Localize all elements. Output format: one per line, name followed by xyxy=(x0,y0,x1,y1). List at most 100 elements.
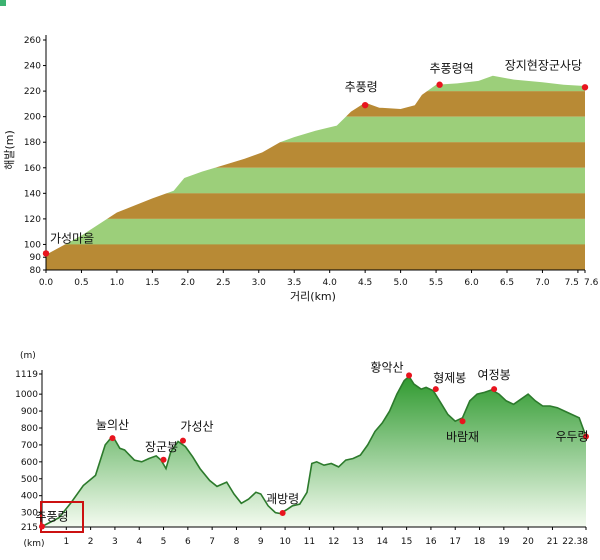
x-tick-label: 5.5 xyxy=(429,278,443,288)
x-tick-label: 1.5 xyxy=(145,278,159,288)
y-tick-label: 300 xyxy=(21,509,38,519)
y-tick-label: 140 xyxy=(24,189,41,199)
x-tick-label: 7.0 xyxy=(535,278,550,288)
x-tick-label: 0.5 xyxy=(74,278,88,288)
x-tick-label: 11 xyxy=(304,537,315,547)
x-tick-label: 15 xyxy=(401,537,412,547)
x-tick-label: 20 xyxy=(522,537,534,547)
x-tick-label: 2.5 xyxy=(216,278,230,288)
chart-bottom-x-axis-unit: (km) xyxy=(23,539,44,549)
x-tick-label: 13 xyxy=(352,537,363,547)
location-point xyxy=(436,81,443,88)
y-tick-label: 1000 xyxy=(15,390,38,400)
x-tick-label: 4.5 xyxy=(358,278,372,288)
x-tick-label: 6.0 xyxy=(464,278,479,288)
x-tick-label: 6 xyxy=(185,537,191,547)
peak-label: 괘방령 xyxy=(266,492,299,506)
y-tick-label: 220 xyxy=(24,87,41,97)
y-tick-label: 90 xyxy=(30,253,42,263)
chart-top-x-axis-label: 거리(km) xyxy=(290,290,336,303)
peak-point xyxy=(39,523,45,530)
x-tick-label: 3.0 xyxy=(252,278,267,288)
area-band xyxy=(46,218,585,245)
chart-bottom-y-axis-unit: (m) xyxy=(20,351,36,361)
y-tick-label: 900 xyxy=(21,407,38,417)
x-tick-label: 3 xyxy=(112,537,118,547)
x-tick-label: 3.5 xyxy=(287,278,301,288)
x-tick-label: 2 xyxy=(88,537,94,547)
x-tick-label: 5 xyxy=(161,537,167,547)
y-tick-label: 400 xyxy=(21,492,38,502)
y-tick-label: 700 xyxy=(21,441,38,451)
y-tick-label: 100 xyxy=(24,240,41,250)
y-tick-label: 120 xyxy=(24,215,41,225)
y-tick-label: 160 xyxy=(24,164,41,174)
peak-label: 황악산 xyxy=(370,360,403,374)
chart-bottom-area xyxy=(42,376,586,527)
x-tick-label: 2.0 xyxy=(181,278,196,288)
peak-label: 우두령 xyxy=(555,429,588,443)
x-tick-label: 4.0 xyxy=(323,278,338,288)
peak-point xyxy=(406,372,413,379)
y-tick-label: 240 xyxy=(24,62,41,72)
y-tick-label: 215 xyxy=(21,523,38,533)
x-tick-label: 9 xyxy=(258,537,264,547)
area-band xyxy=(46,116,585,143)
peak-point xyxy=(432,386,439,393)
corner-accent-mark xyxy=(0,0,6,6)
x-tick-label: 1 xyxy=(63,537,69,547)
area-band xyxy=(46,142,585,168)
peak-point xyxy=(109,435,116,442)
peak-point xyxy=(160,456,167,463)
x-tick-label: 4 xyxy=(136,537,142,547)
x-tick-label: 1.0 xyxy=(110,278,125,288)
peak-label: 가성산 xyxy=(180,420,213,434)
peak-point xyxy=(279,509,286,516)
y-tick-label: 1119 xyxy=(15,370,38,380)
peak-point xyxy=(491,386,498,393)
peak-label: 추풍령 xyxy=(35,509,68,523)
x-tick-label: 5.0 xyxy=(393,278,408,288)
y-tick-label: 500 xyxy=(21,475,38,485)
y-tick-label: 180 xyxy=(24,138,41,148)
peak-point xyxy=(459,418,466,425)
peak-point xyxy=(583,433,589,440)
chart-bottom-y-ticks: 215 300 400 500 600 700 800 900 1000 1119 xyxy=(15,370,42,533)
area-band xyxy=(46,193,585,219)
chart-top-points: 가성마을 추풍령 추풍령역 장지현장군사당 xyxy=(42,58,589,257)
x-tick-label: 18 xyxy=(474,537,486,547)
chart-bottom-profile-line xyxy=(41,375,587,528)
chart-top-y-ticks: 80 90 100 120 140 160 180 200 220 240 260 xyxy=(24,36,46,276)
start-highlight-box xyxy=(40,501,84,533)
x-tick-label: 7.5 xyxy=(565,278,579,288)
x-tick-label: 17 xyxy=(449,537,460,547)
location-label: 추풍령 xyxy=(345,80,378,94)
location-label: 추풍령역 xyxy=(430,62,474,76)
chart-top-x-ticks: 0.0 0.5 1.0 1.5 2.0 2.5 3.0 3.5 4.0 4.5 5.0 5.5 6.0 6… xyxy=(39,270,599,288)
x-tick-label: 0.0 xyxy=(39,278,54,288)
x-tick-label: 14 xyxy=(377,537,389,547)
location-label: 가성마을 xyxy=(50,231,94,245)
peak-label: 바람재 xyxy=(446,430,479,444)
chart-top-elevation: 80 90 100 120 140 160 180 200 220 240 260 0.0 0.5 1.… xyxy=(2,35,599,303)
peak-label: 눌의산 xyxy=(96,418,129,432)
x-tick-label: 6.5 xyxy=(500,278,514,288)
y-tick-label: 260 xyxy=(24,36,41,46)
location-point xyxy=(361,101,369,109)
peak-label: 형제봉 xyxy=(433,371,466,385)
peak-label: 여정봉 xyxy=(478,368,511,382)
location-point xyxy=(581,84,589,91)
location-label: 장지현장군사당 xyxy=(505,58,582,72)
chart-top-y-axis-label: 해발(m) xyxy=(2,130,16,170)
x-tick-label: 12 xyxy=(328,537,339,547)
x-tick-label: 19 xyxy=(498,537,510,547)
y-tick-label: 800 xyxy=(21,424,38,434)
x-tick-label: 10 xyxy=(279,537,291,547)
area-band xyxy=(46,167,585,194)
y-tick-label: 200 xyxy=(24,113,41,123)
x-tick-label: 8 xyxy=(234,537,240,547)
x-tick-label: 16 xyxy=(425,537,437,547)
